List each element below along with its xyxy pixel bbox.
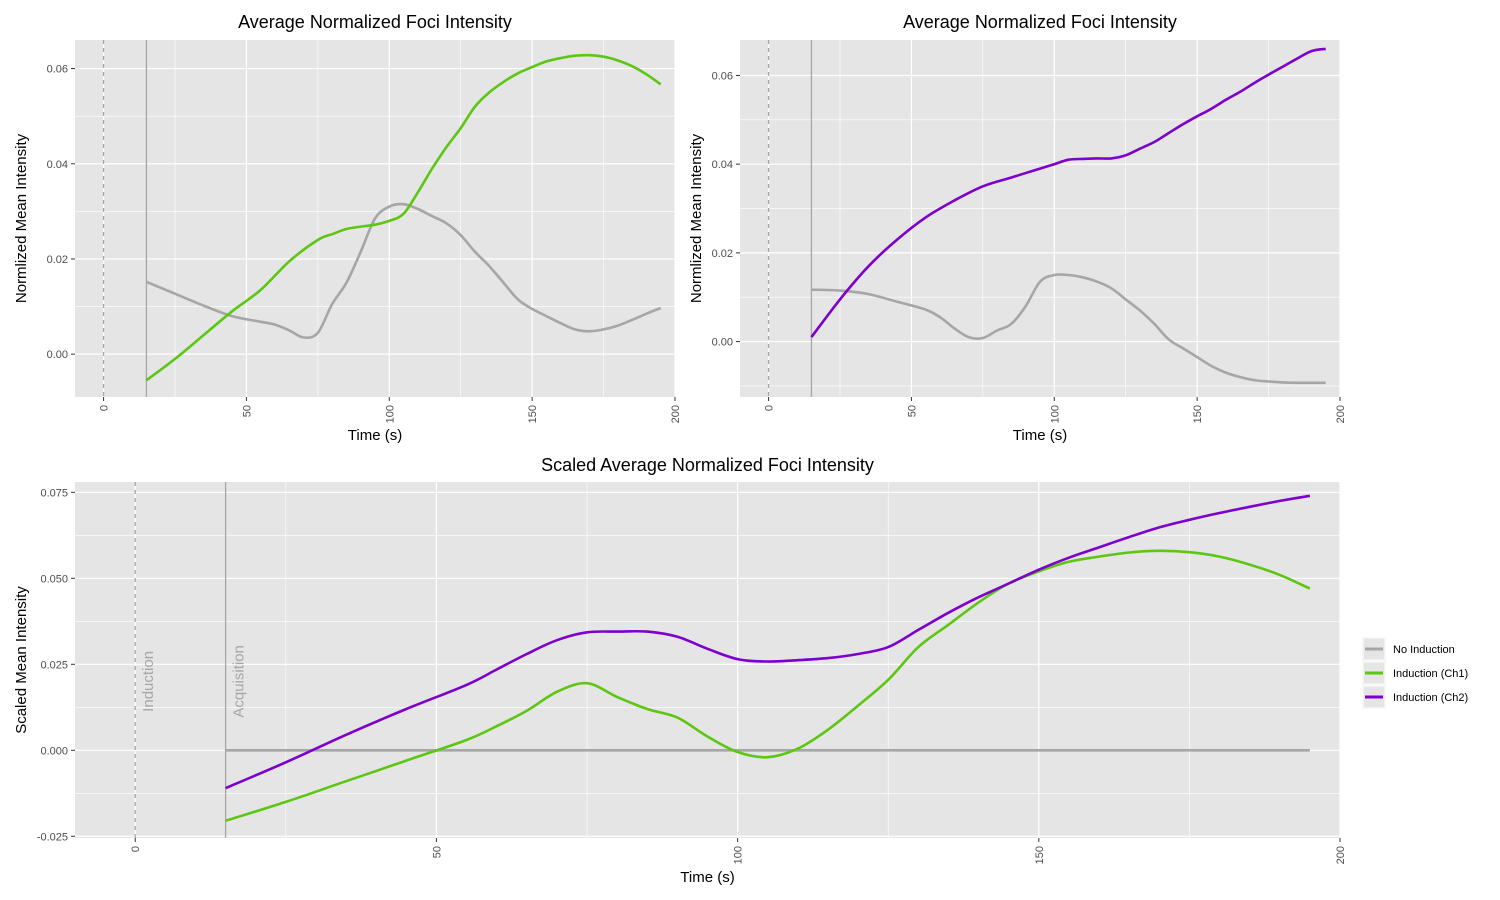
- legend: No Induction Induction (Ch1) Induction (Ch…: [1362, 637, 1468, 709]
- y-tick-label: 0.02: [712, 248, 733, 260]
- x-tick-label: 200: [670, 405, 682, 423]
- x-tick-label: 50: [241, 405, 253, 417]
- y-tick-label: 0.06: [47, 64, 68, 76]
- x-tick-label: 50: [431, 846, 443, 858]
- y-tick-label: 0.00: [712, 337, 733, 349]
- x-tick-label: 50: [906, 405, 918, 417]
- series-line-ch2: [810, 47, 1326, 338]
- chart-title: Average Normalized Foci Intensity: [238, 12, 512, 32]
- y-tick-label: 0.025: [40, 659, 68, 671]
- x-tick-label: 0: [99, 405, 111, 411]
- chart-title: Average Normalized Foci Intensity: [903, 12, 1177, 32]
- y-tick-label: 0.00: [47, 349, 68, 361]
- x-axis-title: Time (s): [1013, 427, 1067, 444]
- y-tick-label: 0.02: [47, 254, 68, 266]
- chart-bottom-scaled: 0 50 100 150 200 -0.025 0.000 0.025 0.050 0.075 In…: [13, 455, 1347, 886]
- legend-label: Induction (Ch1): [1393, 668, 1468, 680]
- x-axis-title: Time (s): [348, 427, 402, 444]
- x-tick-label: 0: [130, 846, 142, 852]
- x-tick-label: 100: [1049, 405, 1061, 423]
- series-line-ch1: [145, 53, 662, 382]
- chart-top-right: 0 50 100 150 200 0.00 0.02 0.04 0.06 Average Norm…: [688, 12, 1347, 444]
- series-line-ch2: [225, 494, 1311, 790]
- y-tick-label: 0.04: [712, 159, 733, 171]
- y-axis-title: Normlized Mean Intensity: [13, 133, 30, 303]
- y-axis-title: Normlized Mean Intensity: [688, 133, 705, 303]
- y-tick-label: 0.075: [40, 487, 68, 499]
- marker-annotation: Acquisition: [231, 645, 248, 718]
- chart-top-left: 0 50 100 150 200 0.00 0.02 0.04 0.06 Average Norm…: [13, 12, 682, 444]
- legend-label: Induction (Ch2): [1393, 692, 1468, 704]
- x-tick-label: 100: [733, 846, 745, 864]
- marker-annotation: Induction: [140, 651, 157, 712]
- y-tick-label: 0.050: [40, 573, 68, 585]
- x-tick-label: 100: [384, 405, 396, 423]
- y-axis-title: Scaled Mean Intensity: [13, 586, 30, 734]
- legend-label: No Induction: [1393, 644, 1455, 656]
- y-tick-label: 0.06: [712, 70, 733, 82]
- series-line-no-induction: [145, 202, 662, 340]
- x-tick-label: 150: [1034, 846, 1046, 864]
- series-line-no-induction: [811, 273, 1326, 385]
- chart-title: Scaled Average Normalized Foci Intensity: [541, 455, 874, 475]
- x-tick-label: 200: [1335, 405, 1347, 423]
- x-tick-label: 150: [527, 405, 539, 423]
- y-tick-label: 0.04: [47, 159, 68, 171]
- x-axis-title: Time (s): [680, 869, 734, 886]
- x-tick-label: 0: [764, 405, 776, 411]
- x-tick-label: 150: [1192, 405, 1204, 423]
- x-tick-label: 200: [1335, 846, 1347, 864]
- y-tick-label: -0.025: [37, 831, 68, 843]
- series-line-ch1: [225, 549, 1311, 823]
- y-tick-label: 0.000: [40, 745, 68, 757]
- plot-panel: [740, 40, 1340, 397]
